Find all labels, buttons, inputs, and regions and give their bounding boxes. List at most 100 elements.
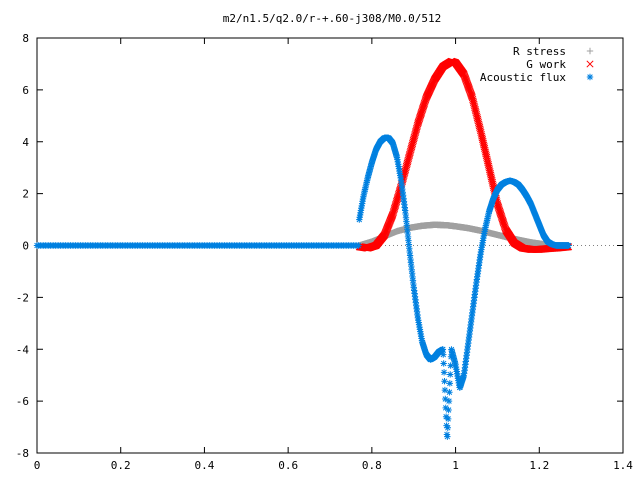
- data-point: [355, 242, 362, 249]
- data-point: [445, 397, 453, 405]
- data-point: [415, 117, 423, 125]
- data-point: [402, 214, 410, 221]
- data-point: [408, 266, 415, 273]
- data-point: [405, 241, 413, 248]
- data-point: [443, 422, 450, 429]
- series-2-baseline: [33, 242, 362, 249]
- data-point: [410, 280, 417, 288]
- data-point: [499, 217, 507, 225]
- x-axis: 0 0.2 0.4 0.6 0.8 1 1.2 1.4: [34, 38, 633, 472]
- data-point: [415, 116, 423, 124]
- data-point: [414, 118, 422, 126]
- y-tick-label: 2: [22, 188, 29, 201]
- data-point: [586, 60, 594, 68]
- data-point: [496, 207, 504, 215]
- data-point: [440, 351, 447, 358]
- data-point: [417, 108, 426, 116]
- data-point: [417, 109, 425, 118]
- data-point: [404, 233, 412, 241]
- data-point: [442, 395, 449, 403]
- data-point: [402, 210, 409, 218]
- data-point: [409, 273, 416, 281]
- chart-title: m2/n1.5/q2.0/r-+.60-j308/M0.0/512: [223, 12, 442, 25]
- x-tick-label: 0.6: [278, 459, 298, 472]
- y-tick-label: -6: [16, 395, 29, 408]
- data-point: [444, 424, 451, 431]
- data-point: [494, 203, 503, 212]
- x-tick-label: 0.4: [194, 459, 214, 472]
- legend-label: Acoustic flux: [480, 71, 566, 84]
- data-point: [467, 91, 476, 99]
- y-tick-label: 0: [22, 240, 29, 253]
- data-point: [494, 202, 502, 210]
- data-point: [418, 106, 426, 114]
- data-point: [401, 207, 409, 214]
- data-point: [499, 219, 508, 227]
- data-point: [444, 433, 451, 440]
- y-tick-label: -8: [16, 447, 29, 460]
- legend-marker: [586, 47, 594, 55]
- legend-label: R stress: [513, 45, 566, 58]
- data-point: [409, 277, 417, 284]
- data-point: [420, 99, 428, 107]
- y-tick-label: 4: [22, 136, 29, 149]
- legend-label: G work: [526, 58, 566, 71]
- data-point: [408, 270, 416, 277]
- x-tick-label: 1.4: [613, 459, 633, 472]
- data-point: [445, 406, 452, 414]
- y-tick-label: -4: [16, 343, 30, 356]
- data-point: [441, 378, 448, 385]
- data-point: [446, 389, 453, 396]
- data-point: [495, 206, 503, 214]
- data-point: [495, 205, 503, 213]
- data-point: [406, 245, 413, 252]
- data-point: [565, 242, 572, 249]
- data-point: [586, 73, 594, 81]
- data-point: [441, 386, 449, 394]
- data-point: [500, 220, 508, 228]
- legend-marker: [586, 60, 594, 68]
- x-tick-label: 1.2: [529, 459, 549, 472]
- data-point: [447, 362, 454, 369]
- data-point: [494, 201, 502, 209]
- x-tick-label: 0.2: [111, 459, 131, 472]
- data-point: [440, 369, 448, 376]
- legend-marker: [586, 73, 594, 81]
- data-point: [404, 226, 411, 233]
- data-point: [420, 102, 428, 110]
- data-point: [406, 252, 414, 259]
- data-point: [407, 255, 414, 263]
- data-point: [403, 218, 410, 225]
- data-point: [586, 47, 594, 55]
- data-point: [419, 104, 427, 113]
- data-point: [418, 107, 426, 115]
- data-point: [446, 380, 454, 387]
- data-point: [444, 415, 452, 423]
- x-tick-label: 0: [34, 459, 41, 472]
- data-point: [420, 101, 428, 109]
- data-point: [408, 262, 415, 270]
- y-tick-label: 6: [22, 84, 29, 97]
- data-point: [421, 98, 429, 106]
- data-point: [499, 216, 507, 224]
- data-point: [440, 360, 447, 367]
- data-point: [439, 346, 447, 353]
- data-point: [416, 112, 424, 120]
- x-tick-label: 0.8: [362, 459, 382, 472]
- data-point: [417, 111, 425, 119]
- data-point: [414, 120, 422, 128]
- data-point: [497, 212, 505, 220]
- data-point: [497, 210, 505, 218]
- data-point: [403, 222, 411, 229]
- data-point: [415, 115, 424, 123]
- data-point: [498, 215, 506, 223]
- x-tick-label: 1: [452, 459, 459, 472]
- data-point: [407, 259, 415, 266]
- data-point: [447, 371, 454, 378]
- data-point: [419, 103, 427, 111]
- data-point: [416, 113, 424, 121]
- y-axis: -8 -6 -4 -2 0 2 4 6 8: [16, 32, 623, 460]
- data-point: [404, 229, 411, 237]
